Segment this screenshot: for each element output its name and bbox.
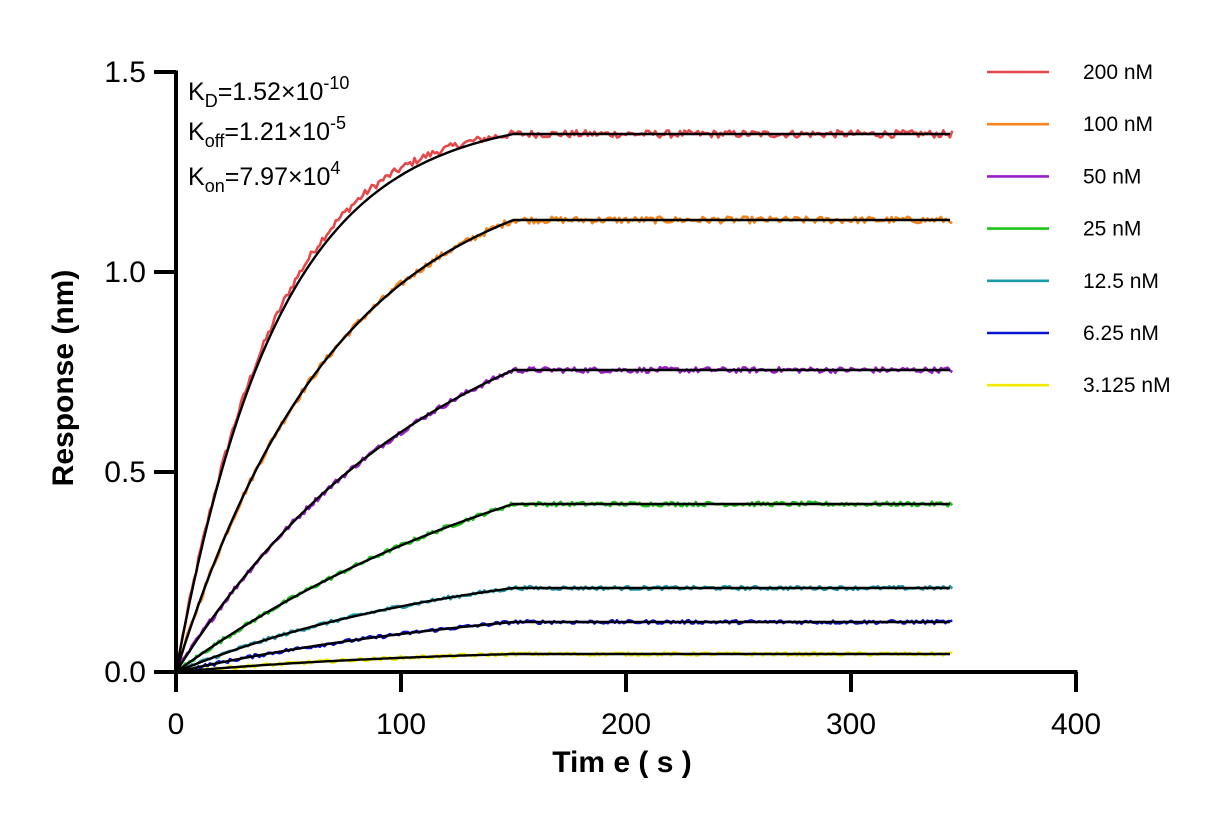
y-tick-label: 1.5 bbox=[104, 56, 146, 89]
legend-label: 12.5 nM bbox=[1083, 270, 1159, 293]
y-axis-title: Response (nm) bbox=[47, 270, 80, 487]
legend-label: 100 nM bbox=[1083, 113, 1153, 136]
legend-item: 3.125 nM bbox=[987, 374, 1171, 397]
fit-line-200-nm bbox=[174, 132, 950, 673]
legend-item: 12.5 nM bbox=[987, 270, 1159, 293]
legend: 200 nM 100 nM 50 nM 25 nM 12.5 nM 6.25 nM 3.12… bbox=[987, 61, 1171, 397]
x-tick-label: 0 bbox=[168, 708, 185, 741]
fit-lines-layer bbox=[174, 132, 950, 674]
legend-label: 3.125 nM bbox=[1083, 374, 1171, 397]
y-tick-label: 1.0 bbox=[104, 256, 146, 289]
legend-label: 200 nM bbox=[1083, 61, 1153, 84]
curves-layer bbox=[174, 129, 954, 674]
x-tick-label: 400 bbox=[1051, 708, 1101, 741]
series-curve-200-nm bbox=[174, 129, 954, 673]
fit-line-25-nm bbox=[175, 502, 950, 673]
legend-item: 25 nM bbox=[987, 218, 1141, 241]
kon-annotation: Kon=7.97×104 bbox=[188, 158, 340, 196]
axes: 0 100 200 300 400 0.0 0.5 1.0 1.5 bbox=[104, 56, 1101, 741]
legend-item: 100 nM bbox=[987, 113, 1153, 136]
legend-label: 6.25 nM bbox=[1083, 322, 1159, 345]
fit-line-3.125-nm bbox=[175, 652, 950, 674]
series-curve-50-nm bbox=[174, 365, 954, 673]
x-tick-label: 200 bbox=[601, 708, 651, 741]
y-tick-label: 0.5 bbox=[104, 456, 146, 489]
legend-label: 25 nM bbox=[1083, 218, 1141, 241]
x-tick-label: 300 bbox=[826, 708, 876, 741]
x-axis-title: Tim e ( s ) bbox=[552, 746, 691, 779]
fit-line-6.25-nm bbox=[175, 620, 950, 674]
kinetics-annotations: KD=1.52×10-10 Koff=1.21×10-5 Kon=7.97×10… bbox=[188, 73, 349, 196]
y-tick-label: 0.0 bbox=[104, 656, 146, 689]
kd-annotation: KD=1.52×10-10 bbox=[188, 73, 349, 111]
koff-annotation: Koff=1.21×10-5 bbox=[188, 113, 346, 151]
legend-item: 6.25 nM bbox=[987, 322, 1159, 345]
fit-line-12.5-nm bbox=[175, 586, 950, 674]
legend-item: 50 nM bbox=[987, 165, 1141, 188]
legend-item: 200 nM bbox=[987, 61, 1153, 84]
fit-line-100-nm bbox=[174, 218, 950, 673]
legend-label: 50 nM bbox=[1083, 165, 1141, 188]
fit-line-50-nm bbox=[174, 368, 950, 673]
x-tick-label: 100 bbox=[376, 708, 426, 741]
